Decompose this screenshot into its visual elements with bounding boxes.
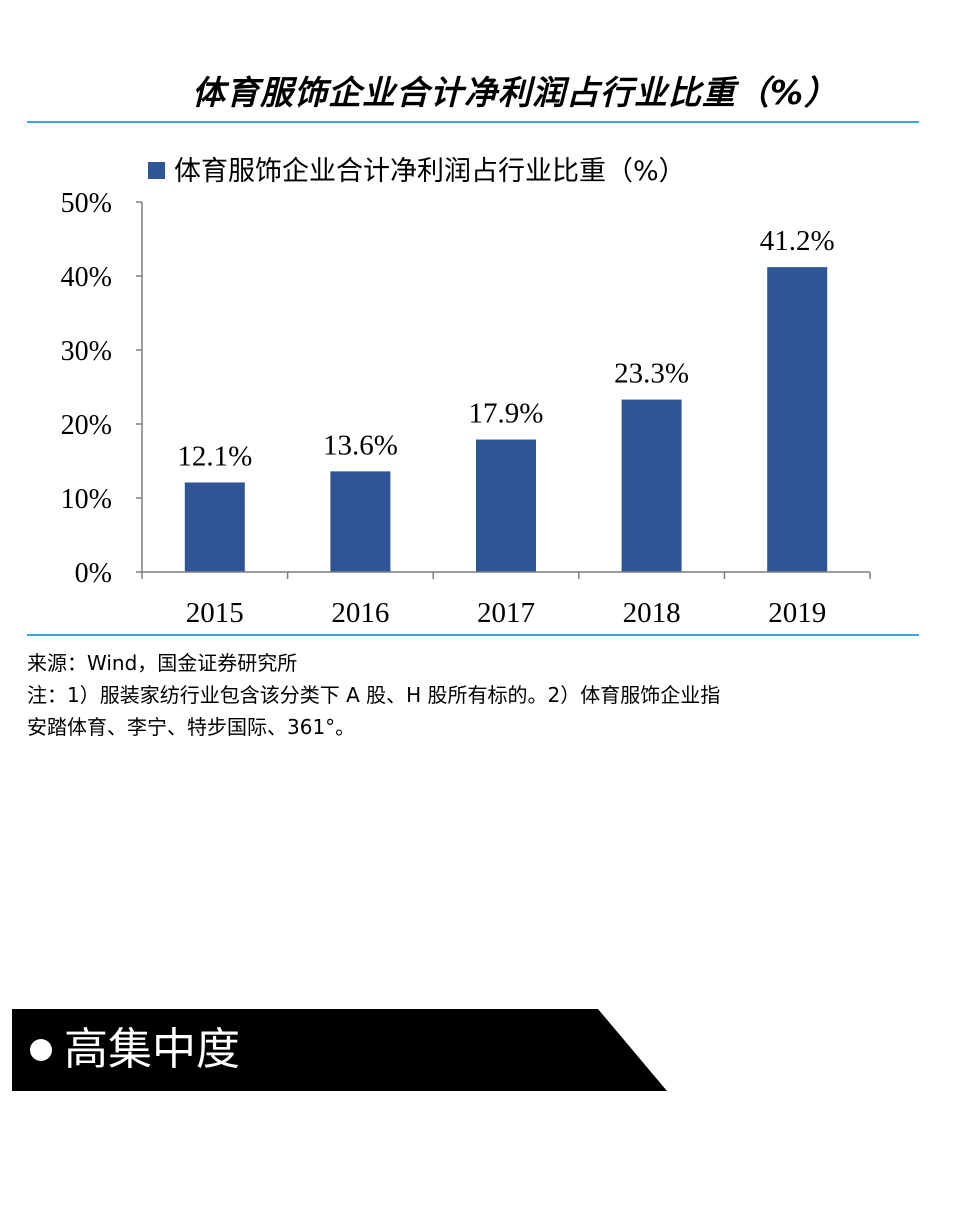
- bottom-divider: [27, 634, 919, 636]
- section-banner: 高集中度: [12, 1009, 667, 1091]
- bar-2017: [476, 439, 536, 572]
- source-line: 来源：Wind，国金证券研究所: [27, 651, 298, 675]
- bar-2015: [184, 482, 245, 572]
- bar-2019: [767, 267, 828, 572]
- data-label-2017: 17.9%: [469, 398, 544, 430]
- note-line-continued: 安踏体育、李宁、特步国际、361°。: [27, 715, 356, 739]
- data-label-2018: 23.3%: [614, 358, 689, 390]
- legend: 体育服饰企业合计净利润占行业比重（%）: [148, 156, 686, 187]
- note-line: 注：1）服装家纺行业包含该分类下 A 股、H 股所有标的。2）体育服饰企业指: [27, 683, 721, 707]
- bullet-icon: [30, 1039, 52, 1061]
- source-note: 来源：Wind，国金证券研究所 注：1）服装家纺行业包含该分类下 A 股、H 股…: [27, 647, 927, 743]
- bar-chart: 体育服饰企业合计净利润占行业比重（%） 0% 10% 20% 30% 40% 50% 12…: [61, 156, 871, 629]
- bars: 12.1% 13.6% 17.9% 23.3% 41.2%: [177, 225, 835, 572]
- chart-title: 体育服饰企业合计净利润占行业比重（%）: [191, 73, 839, 112]
- legend-label: 体育服饰企业合计净利润占行业比重（%）: [174, 156, 686, 187]
- section-title: 高集中度: [64, 1024, 240, 1075]
- y-tick-label: 10%: [61, 484, 112, 515]
- legend-swatch: [148, 162, 165, 179]
- x-tick-label-2019: 2019: [768, 597, 826, 629]
- y-tick-label: 20%: [61, 410, 112, 441]
- bar-2016: [330, 471, 391, 572]
- x-tick-label-2017: 2017: [477, 597, 535, 629]
- y-axis: 0% 10% 20% 30% 40% 50%: [61, 188, 143, 589]
- top-divider: [27, 121, 919, 123]
- y-tick-label: 30%: [61, 336, 112, 367]
- x-tick-label-2018: 2018: [623, 597, 681, 629]
- x-axis: 2015 2016 2017 2018 2019: [141, 571, 871, 629]
- y-tick-label: 0%: [75, 558, 112, 589]
- data-label-2016: 13.6%: [323, 429, 398, 461]
- y-tick-label: 50%: [61, 188, 112, 219]
- x-tick-label-2016: 2016: [331, 597, 389, 629]
- y-tick-label: 40%: [61, 262, 112, 293]
- data-label-2015: 12.1%: [177, 440, 252, 472]
- x-tick-label-2015: 2015: [186, 597, 244, 629]
- data-label-2019: 41.2%: [760, 225, 835, 257]
- bar-2018: [621, 399, 682, 572]
